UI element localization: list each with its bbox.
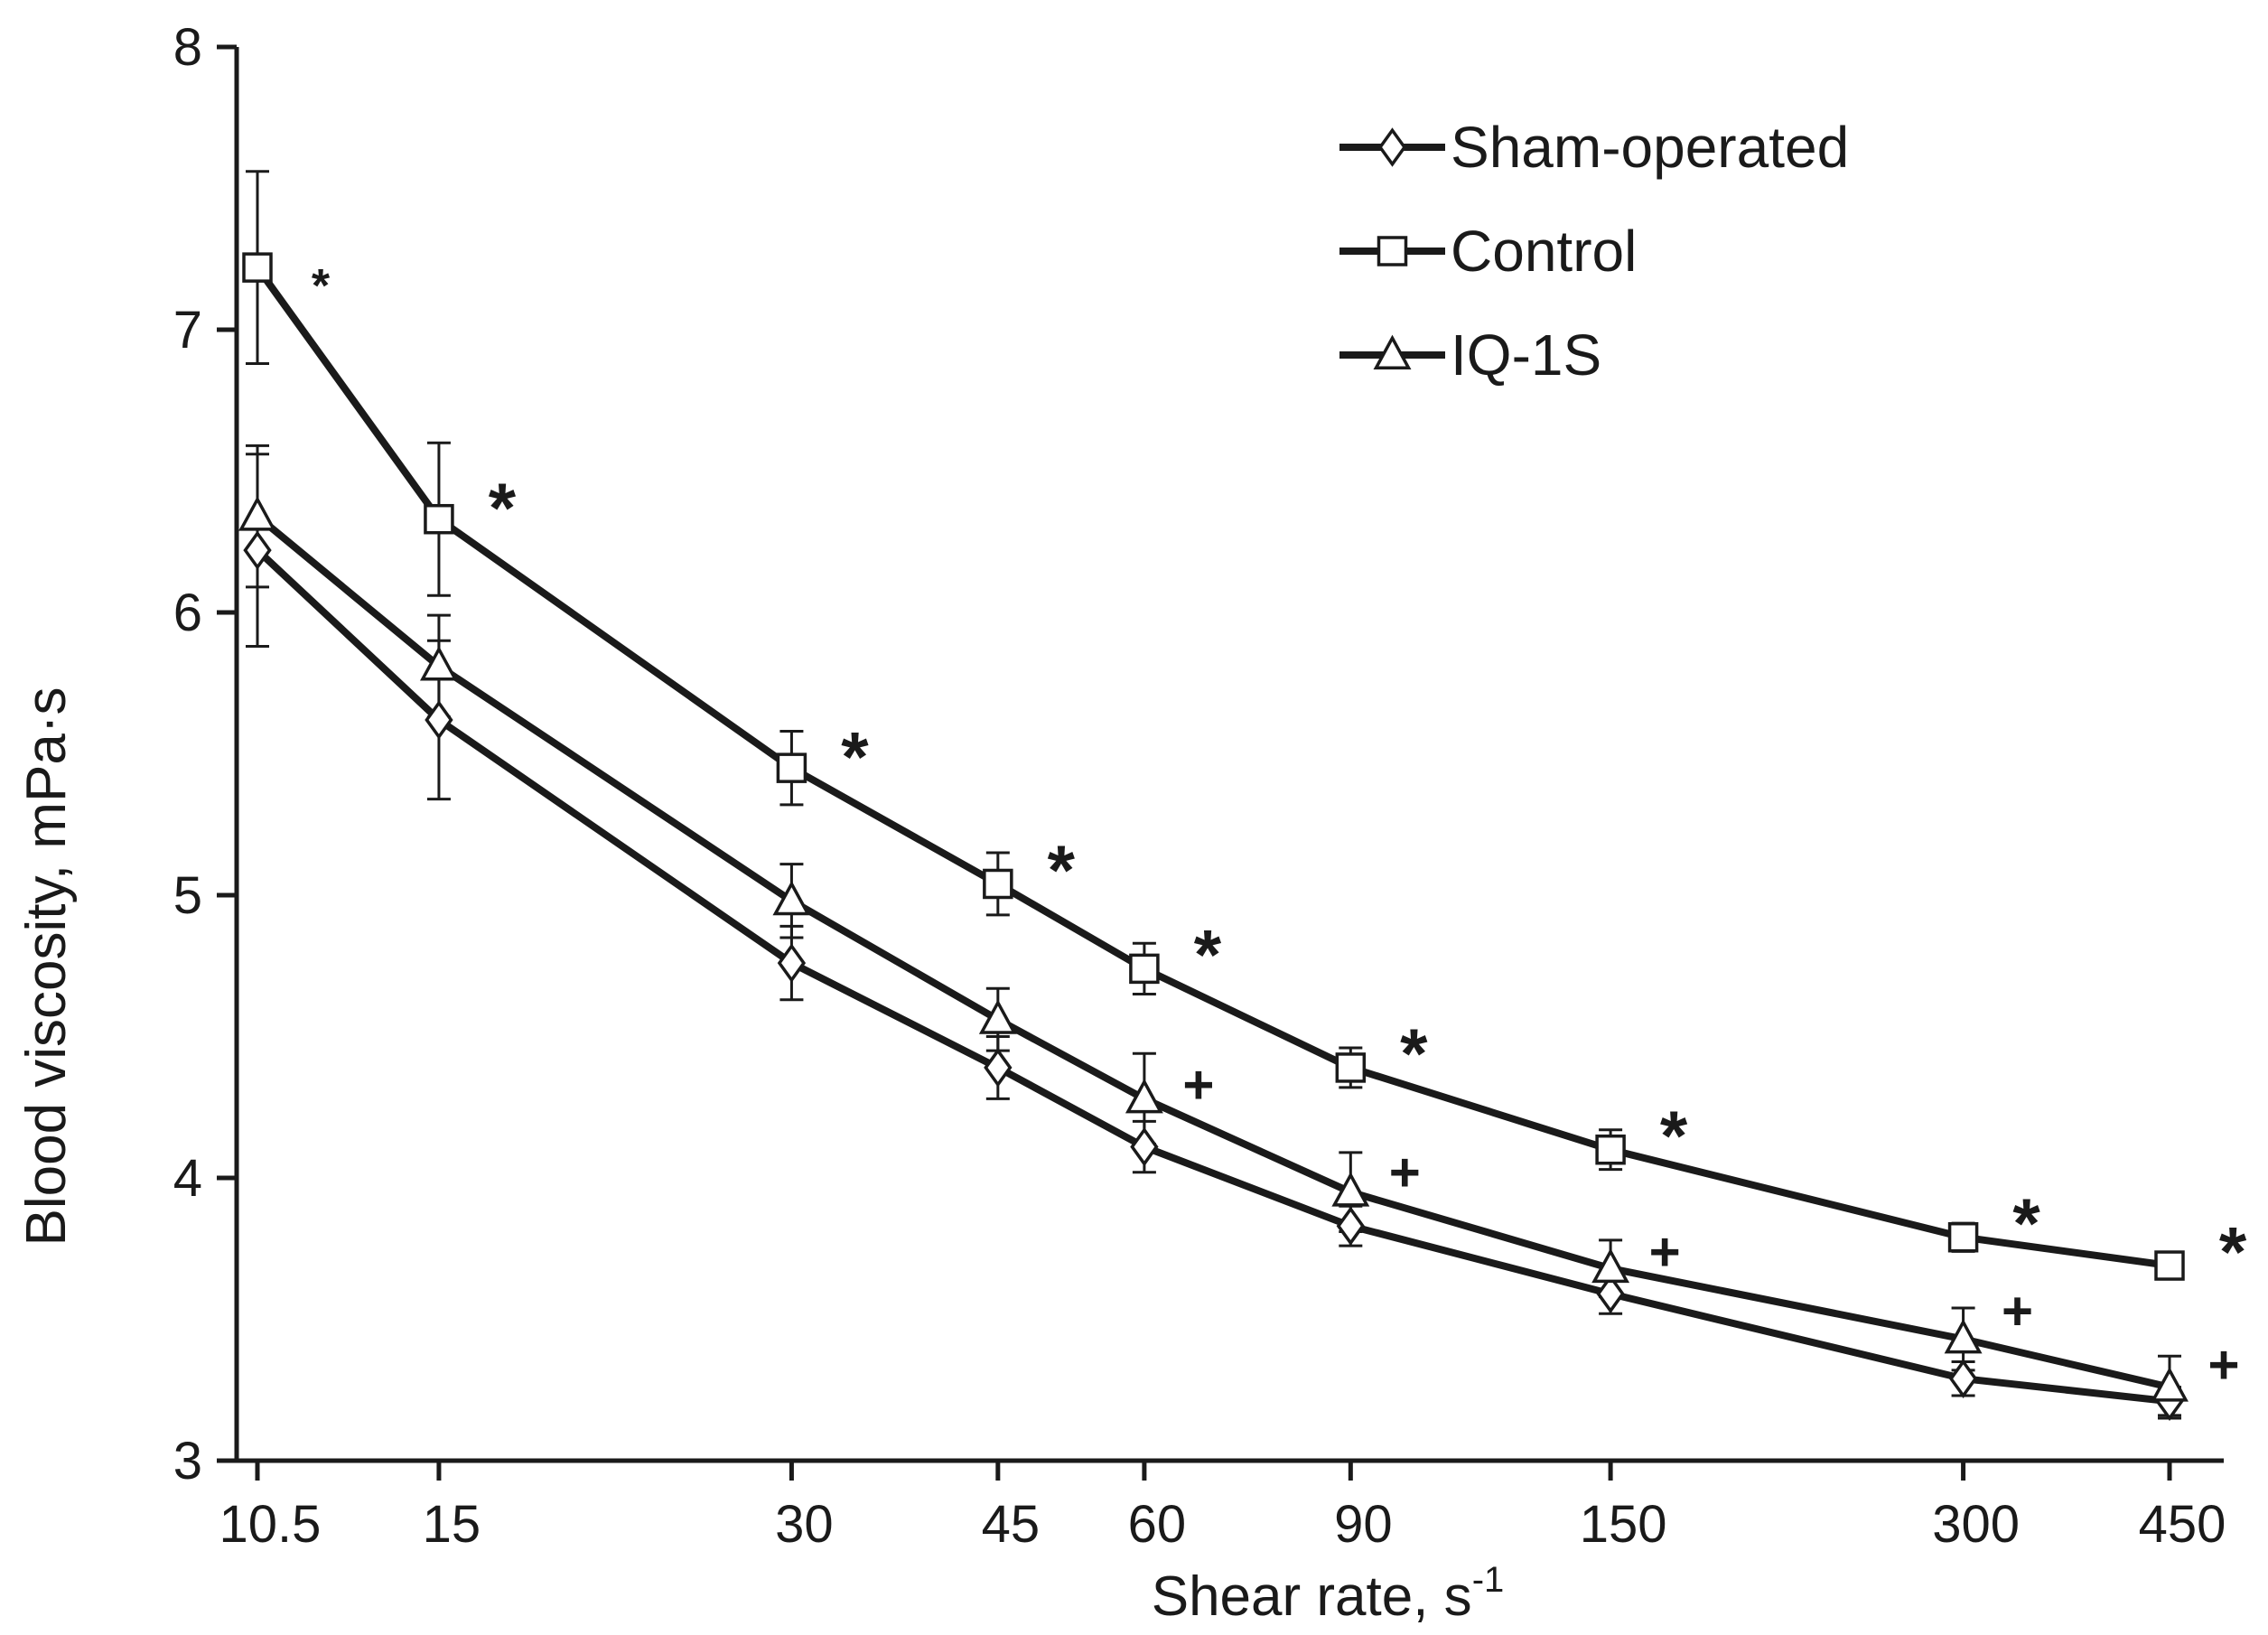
series-line — [254, 265, 2170, 1269]
x-tick-label: 15 — [423, 1495, 481, 1554]
legend-item: Sham-operated — [1339, 115, 1849, 180]
x-axis-ticks: 10.5 15 30 45 60 90 150 300 450 — [219, 1461, 2226, 1554]
square-marker — [1377, 236, 1408, 266]
triangle-marker — [1331, 1172, 1370, 1207]
square-marker — [1129, 953, 1160, 985]
triangle-marker — [419, 646, 458, 681]
square-marker — [1335, 1052, 1367, 1083]
x-axis-title: Shear rate, s-1 — [1152, 1560, 1505, 1628]
x-axis-title-superscript: -1 — [1472, 1560, 1505, 1600]
square-marker — [1595, 1134, 1626, 1165]
significance-star: * — [2219, 1211, 2247, 1291]
x-tick-label: 450 — [2139, 1495, 2226, 1554]
x-tick-label: 45 — [982, 1495, 1041, 1554]
diamond-marker — [425, 700, 453, 740]
triangle-marker — [238, 496, 276, 531]
diamond-marker — [984, 1048, 1013, 1088]
axes — [234, 47, 2224, 1463]
legend-item: IQ-1S — [1339, 322, 1601, 388]
significance-star: * — [841, 717, 869, 797]
x-tick-label: 60 — [1128, 1495, 1187, 1554]
square-marker — [2154, 1250, 2185, 1281]
x-tick-label: 30 — [775, 1495, 834, 1554]
significance-star: * — [2012, 1183, 2040, 1263]
square-marker — [424, 503, 454, 535]
x-tick-label: 300 — [1932, 1495, 2020, 1554]
diamond-marker — [1948, 1359, 1978, 1398]
x-tick-label: 150 — [1580, 1495, 1667, 1554]
legend-item: Control — [1339, 219, 1637, 284]
significance-star: * — [1400, 1014, 1428, 1093]
significance-plus: + — [1389, 1143, 1421, 1203]
legend: Sham-operated Control IQ-1S — [1339, 115, 1849, 388]
significance-annotations: * * * * * * * * * + + + + + — [312, 260, 2247, 1395]
error-bars — [246, 170, 2181, 1420]
legend-label: Sham-operated — [1451, 115, 1849, 180]
triangle-marker — [1125, 1078, 1163, 1114]
y-tick-label: 7 — [173, 301, 202, 360]
significance-plus: + — [1182, 1055, 1214, 1116]
significance-star: * — [1048, 830, 1076, 910]
significance-plus: + — [1649, 1221, 1681, 1282]
y-tick-label: 4 — [173, 1149, 202, 1208]
diamond-marker — [777, 943, 807, 983]
significance-star: * — [312, 260, 331, 313]
legend-label: Control — [1451, 219, 1637, 284]
diamond-marker — [1377, 127, 1407, 167]
significance-plus: + — [2207, 1334, 2239, 1395]
y-tick-label: 3 — [173, 1432, 202, 1490]
y-axis-ticks: 3 4 5 6 7 8 — [173, 18, 237, 1490]
y-tick-label: 5 — [173, 866, 202, 925]
significance-plus: + — [2002, 1281, 2033, 1341]
y-tick-label: 8 — [173, 18, 202, 77]
triangle-marker — [1591, 1247, 1630, 1284]
diamond-marker — [1130, 1126, 1159, 1167]
legend-label: IQ-1S — [1451, 322, 1601, 388]
x-tick-label: 10.5 — [219, 1495, 322, 1554]
diamond-marker — [243, 530, 272, 570]
significance-star: * — [1660, 1096, 1688, 1175]
series-lines — [254, 265, 2170, 1406]
y-axis-title: Blood viscosity, mPa·s — [15, 687, 78, 1246]
x-tick-label: 90 — [1334, 1495, 1393, 1554]
triangle-marker — [978, 999, 1017, 1034]
y-tick-label: 6 — [173, 584, 202, 642]
triangle-marker — [1944, 1319, 1983, 1354]
series-markers — [238, 252, 2189, 1422]
square-marker — [1947, 1221, 1979, 1253]
triangle-marker — [772, 880, 811, 916]
significance-star: * — [489, 468, 517, 547]
diamond-marker — [1336, 1206, 1365, 1246]
square-marker — [983, 868, 1013, 900]
significance-star: * — [1194, 915, 1222, 995]
x-axis-title-text: Shear rate, s — [1152, 1565, 1472, 1628]
triangle-marker — [1373, 334, 1412, 369]
square-marker — [776, 752, 807, 783]
diamond-marker — [1596, 1274, 1625, 1314]
square-marker — [242, 252, 273, 283]
triangle-marker — [2151, 1367, 2189, 1402]
